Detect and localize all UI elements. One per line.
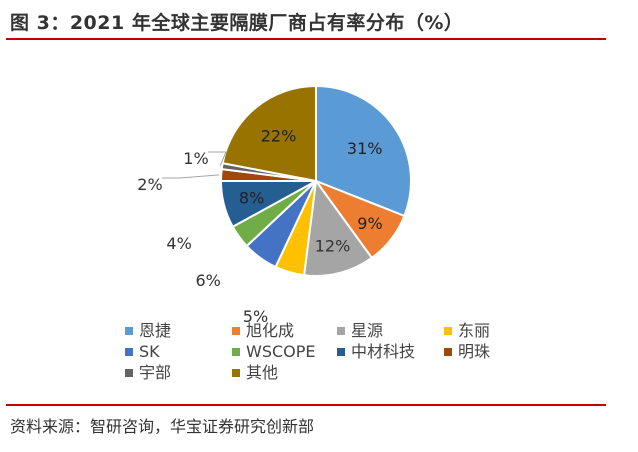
legend-swatch-5 bbox=[232, 348, 240, 356]
data-label-6: 8% bbox=[239, 189, 264, 208]
data-label-8: 1% bbox=[183, 149, 208, 168]
legend-label-2: 星源 bbox=[351, 321, 383, 340]
data-label-0: 31% bbox=[347, 139, 383, 158]
leader-lines bbox=[162, 151, 227, 179]
legend-swatch-0 bbox=[125, 327, 133, 335]
data-label-9: 22% bbox=[261, 127, 297, 146]
legend-label-0: 恩捷 bbox=[139, 321, 171, 340]
pie-slices bbox=[219, 84, 412, 277]
data-label-7: 2% bbox=[137, 175, 162, 194]
legend-swatch-9 bbox=[232, 369, 240, 377]
legend-swatch-6 bbox=[337, 348, 345, 356]
legend-label-1: 旭化成 bbox=[246, 321, 294, 340]
pie-slice-0 bbox=[315, 84, 412, 218]
legend-swatch-2 bbox=[337, 327, 345, 335]
legend-label-7: 明珠 bbox=[458, 342, 490, 361]
legend-label-5: WSCOPE bbox=[246, 342, 316, 361]
figure-title: 图 3：2021 年全球主要隔膜厂商占有率分布（%） bbox=[10, 12, 464, 34]
data-label-3: 5% bbox=[243, 307, 268, 326]
source-note: 资料来源：智研咨询，华宝证券研究创新部 bbox=[10, 417, 315, 436]
data-labels: 31% 9% 12% 5% 6% 4% 8% 2% 1% 22% bbox=[137, 127, 382, 327]
footer-divider bbox=[6, 404, 606, 406]
legend-label-6: 中材科技 bbox=[351, 342, 415, 361]
pie-slice-2 bbox=[302, 178, 374, 277]
data-label-1: 9% bbox=[357, 214, 382, 233]
legend-label-3: 东丽 bbox=[458, 321, 490, 340]
legend-label-4: SK bbox=[139, 342, 160, 361]
data-label-4: 6% bbox=[196, 271, 221, 290]
legend-swatch-3 bbox=[444, 327, 452, 335]
legend-swatch-1 bbox=[232, 327, 240, 335]
title-divider bbox=[6, 38, 606, 40]
data-label-5: 4% bbox=[166, 234, 191, 253]
leader-line-7 bbox=[162, 174, 220, 179]
leader-line-8 bbox=[208, 151, 227, 166]
legend-label-8: 宇部 bbox=[139, 363, 171, 382]
data-label-2: 12% bbox=[315, 236, 351, 255]
legend-label-9: 其他 bbox=[246, 363, 278, 382]
legend-swatch-8 bbox=[125, 369, 133, 377]
legend-swatch-7 bbox=[444, 348, 452, 356]
legend-swatch-4 bbox=[125, 348, 133, 356]
